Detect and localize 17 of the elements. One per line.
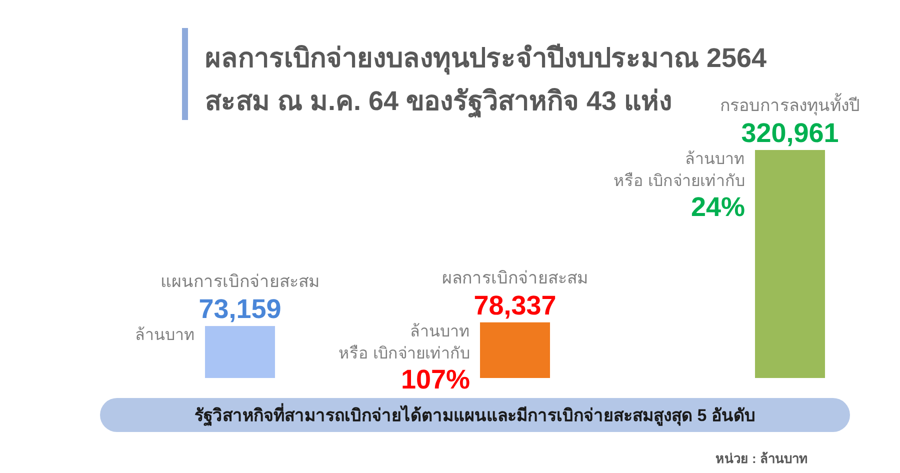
annotation: หรือ เบิกจ่ายเท่ากับ — [338, 344, 470, 362]
text: หน่วย : ล้านบาท — [715, 451, 808, 466]
x-tick-label: ผลการเบิกจ่ายสะสม — [442, 268, 588, 288]
annotation: ล้านบาท — [135, 326, 195, 344]
text: รัฐวิสาหกิจที่สามารถเบิกจ่ายได้ตามแผนและมีการเบิกจ่ายสะสมสูงสุด 5 อันดับ — [194, 403, 756, 427]
annotation: ล้านบาท — [410, 322, 470, 340]
annotation: หรือ เบิกจ่ายเท่ากับ — [614, 172, 745, 190]
data-label: 78,337 — [474, 290, 556, 320]
annotation: 24% — [690, 192, 745, 222]
x-tick-label: แผนการเบิกจ่ายสะสม — [160, 272, 320, 292]
data-label: 73,159 — [198, 294, 282, 324]
annotation: ล้านบาท — [685, 150, 745, 168]
data-label: 320,961 — [741, 118, 839, 148]
chart-title: ผลการเบิกจ่ายงบลงทุนประจำปีงบประมาณ 2564 — [205, 43, 767, 75]
annotation: 107% — [400, 364, 470, 394]
chart-subtitle: สะสม ณ ม.ค. 64 ของรัฐวิสาหกิจ 43 แห่ง — [205, 86, 672, 119]
x-tick-label: กรอบการลงทุนทั้งปี — [720, 93, 860, 116]
